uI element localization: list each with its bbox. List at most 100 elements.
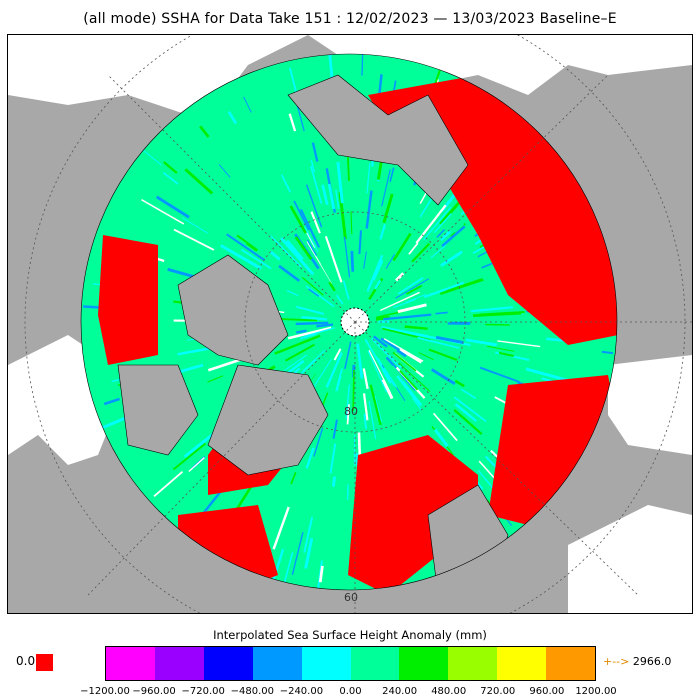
track-streak xyxy=(361,54,364,76)
track-streak xyxy=(310,211,321,234)
track-streak xyxy=(398,362,431,392)
track-streak xyxy=(269,250,281,261)
track-streak xyxy=(328,281,336,292)
track-streak xyxy=(305,184,323,228)
track-streak xyxy=(389,167,395,183)
above-range-value: 2966.0 xyxy=(632,655,672,668)
track-streak xyxy=(192,398,212,409)
track-streak xyxy=(182,217,208,234)
legend-title: Interpolated Sea Surface Height Anomaly … xyxy=(213,628,487,642)
track-streak xyxy=(392,298,416,309)
track-streak xyxy=(395,278,429,299)
track-streak xyxy=(363,413,367,430)
track-streak xyxy=(321,184,329,206)
track-streak xyxy=(233,235,247,246)
land-siberia xyxy=(287,74,469,206)
track-streak xyxy=(274,334,321,355)
track-streak xyxy=(374,279,382,290)
track-streak xyxy=(396,375,417,400)
track-streak xyxy=(300,332,317,340)
land-alaska xyxy=(117,364,199,456)
track-streak xyxy=(236,234,259,252)
track-streak xyxy=(383,313,432,321)
track-streak xyxy=(406,284,423,295)
track-streak xyxy=(322,329,334,336)
track-streak xyxy=(325,352,343,388)
track-streak xyxy=(454,379,465,388)
track-streak xyxy=(381,378,394,400)
track-streak xyxy=(172,442,207,471)
track-streak xyxy=(381,169,391,207)
track-streak xyxy=(395,272,405,282)
track-streak xyxy=(457,325,492,329)
colorbar-swatch-8 xyxy=(497,647,547,680)
track-streak xyxy=(453,409,483,435)
colorbar-tick-label: −1200.00 xyxy=(80,686,130,697)
colorbar-swatch-3 xyxy=(252,647,302,680)
track-streak xyxy=(184,168,214,195)
track-streak xyxy=(379,291,420,312)
track-streak xyxy=(460,388,477,400)
colorbar-swatch-0 xyxy=(106,647,155,680)
track-streak xyxy=(401,242,409,253)
track-streak xyxy=(294,236,313,260)
track-streak xyxy=(291,531,304,575)
track-streak xyxy=(477,251,488,258)
track-streak xyxy=(305,447,315,469)
track-streak xyxy=(310,341,342,383)
track-streak xyxy=(363,251,367,269)
colorbar-tick-label: 0.00 xyxy=(339,686,362,697)
track-streak xyxy=(141,199,185,225)
track-streak xyxy=(435,335,464,344)
track-streak xyxy=(412,398,422,411)
track-streak xyxy=(350,250,355,272)
track-streak xyxy=(155,195,190,219)
track-streak xyxy=(440,230,452,242)
track-streak xyxy=(305,285,335,307)
track-streak xyxy=(381,326,429,338)
colorbar-tick-label: −240.00 xyxy=(279,686,324,697)
track-streak xyxy=(358,230,363,255)
track-streak xyxy=(498,351,514,358)
track-streak xyxy=(173,228,215,251)
track-streak xyxy=(433,213,452,234)
track-streak xyxy=(286,289,299,297)
red-region-west xyxy=(98,235,158,365)
track-streak xyxy=(304,226,319,253)
lat-label-80: 80 xyxy=(344,405,358,418)
colorbar-swatch-2 xyxy=(203,647,253,680)
track-streak xyxy=(424,281,465,299)
colorbar-swatch-4 xyxy=(301,647,351,680)
track-streak xyxy=(299,208,321,248)
track-streak xyxy=(188,457,205,473)
track-streak xyxy=(362,368,369,390)
ocean-areas xyxy=(8,35,692,613)
track-streak xyxy=(433,428,449,448)
track-streak xyxy=(365,190,373,229)
track-streak xyxy=(392,232,412,262)
track-streak xyxy=(345,384,351,419)
track-streak xyxy=(220,244,263,270)
track-streak xyxy=(296,329,307,334)
colorbar-tick-label: 480.00 xyxy=(431,686,467,697)
colorbar-tick-label: 1200.00 xyxy=(575,686,617,697)
colorbar xyxy=(105,646,596,681)
track-streak xyxy=(278,264,301,282)
track-streak xyxy=(290,471,297,485)
colorbar-swatch-9 xyxy=(546,647,596,680)
colorbar-swatch-6 xyxy=(399,647,449,680)
track-streak xyxy=(350,211,353,235)
above-range-indicator: +--> 2966.0 xyxy=(603,655,671,668)
track-streak xyxy=(344,341,352,370)
colorbar-swatch-7 xyxy=(448,647,498,680)
track-streak xyxy=(240,248,272,270)
track-streak xyxy=(310,358,332,392)
track-streak xyxy=(293,200,310,231)
track-streak xyxy=(396,349,407,358)
track-streak xyxy=(280,174,292,193)
track-streak xyxy=(423,206,452,241)
track-streak xyxy=(362,393,369,421)
track-streak xyxy=(327,183,336,210)
track-streak xyxy=(356,343,364,379)
track-streak xyxy=(397,303,427,314)
